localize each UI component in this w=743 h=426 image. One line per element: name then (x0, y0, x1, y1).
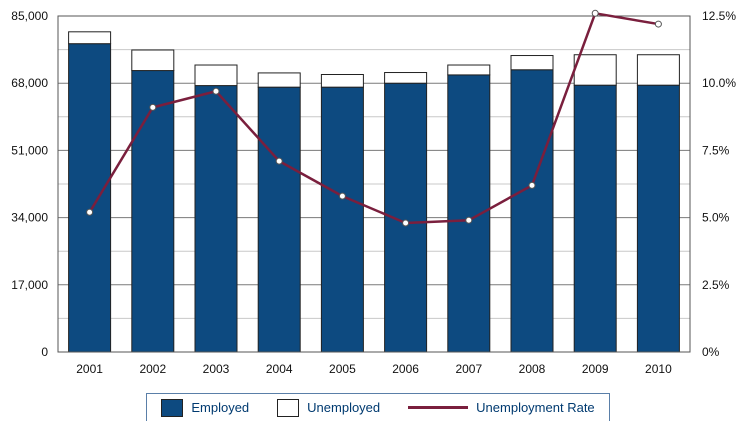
bar-employed (68, 43, 112, 353)
y-right-tick-label: 10.0% (702, 76, 736, 90)
bar-unemployed (68, 31, 112, 45)
x-tick-label: 2004 (266, 362, 293, 376)
legend-label-unemployed: Unemployed (307, 400, 381, 415)
line-unemployment-rate (88, 12, 659, 225)
bar-employed (194, 85, 238, 353)
legend-swatch-unemployed (277, 398, 300, 417)
bar-unemployed (320, 74, 364, 88)
legend-item-employed: Employed (161, 398, 250, 417)
point-unemployment-rate (402, 219, 410, 227)
bar-employed (131, 70, 175, 353)
legend-swatch-employed (161, 398, 184, 417)
x-tick-label: 2003 (203, 362, 230, 376)
bar-unemployed (384, 72, 428, 84)
bar-employed (320, 86, 364, 353)
bar-unemployed (194, 64, 238, 87)
x-tick-label: 2002 (139, 362, 166, 376)
legend: Employed Unemployed Unemployment Rate (146, 393, 610, 421)
legend-swatch-unemployment-rate (408, 406, 469, 409)
y-right-tick-label: 5.0% (702, 211, 730, 225)
y-left-tick-label: 17,000 (11, 278, 48, 292)
point-unemployment-rate (528, 181, 536, 189)
bar-employed (510, 69, 554, 353)
point-unemployment-rate (212, 87, 220, 95)
y-right-tick-label: 12.5% (702, 9, 736, 23)
legend-item-unemployment-rate: Unemployment Rate (408, 400, 595, 415)
y-left-tick-label: 51,000 (11, 143, 48, 157)
bar-unemployed (510, 55, 554, 71)
y-left-tick-label: 68,000 (11, 76, 48, 90)
point-unemployment-rate (149, 103, 157, 111)
x-tick-label: 2001 (76, 362, 103, 376)
y-left-tick-label: 85,000 (11, 9, 48, 23)
x-tick-label: 2009 (582, 362, 609, 376)
plot-frame (57, 15, 691, 353)
y-right-tick-label: 7.5% (702, 143, 730, 157)
y-right-tick-label: 2.5% (702, 278, 730, 292)
bar-unemployed (447, 64, 491, 76)
point-unemployment-rate (338, 192, 346, 200)
point-unemployment-rate (591, 9, 599, 17)
bar-employed (257, 86, 301, 353)
legend-label-unemployment-rate: Unemployment Rate (476, 400, 595, 415)
bar-unemployed (257, 72, 301, 88)
x-tick-label: 2007 (455, 362, 482, 376)
legend-label-employed: Employed (191, 400, 250, 415)
point-unemployment-rate (86, 208, 94, 216)
bar-employed (636, 84, 680, 353)
y-left-tick-label: 0 (41, 345, 48, 359)
x-tick-label: 2005 (329, 362, 356, 376)
bar-unemployed (573, 54, 617, 86)
bar-unemployed (131, 49, 175, 72)
x-tick-label: 2006 (392, 362, 419, 376)
y-right-tick-label: 0% (702, 345, 720, 359)
legend-item-unemployed: Unemployed (277, 398, 381, 417)
bar-employed (573, 84, 617, 353)
point-unemployment-rate (275, 157, 283, 165)
point-unemployment-rate (465, 216, 473, 224)
y-left-tick-label: 34,000 (11, 211, 48, 225)
point-unemployment-rate (654, 20, 662, 28)
x-tick-label: 2008 (519, 362, 546, 376)
bar-unemployed (636, 54, 680, 86)
x-tick-label: 2010 (645, 362, 672, 376)
